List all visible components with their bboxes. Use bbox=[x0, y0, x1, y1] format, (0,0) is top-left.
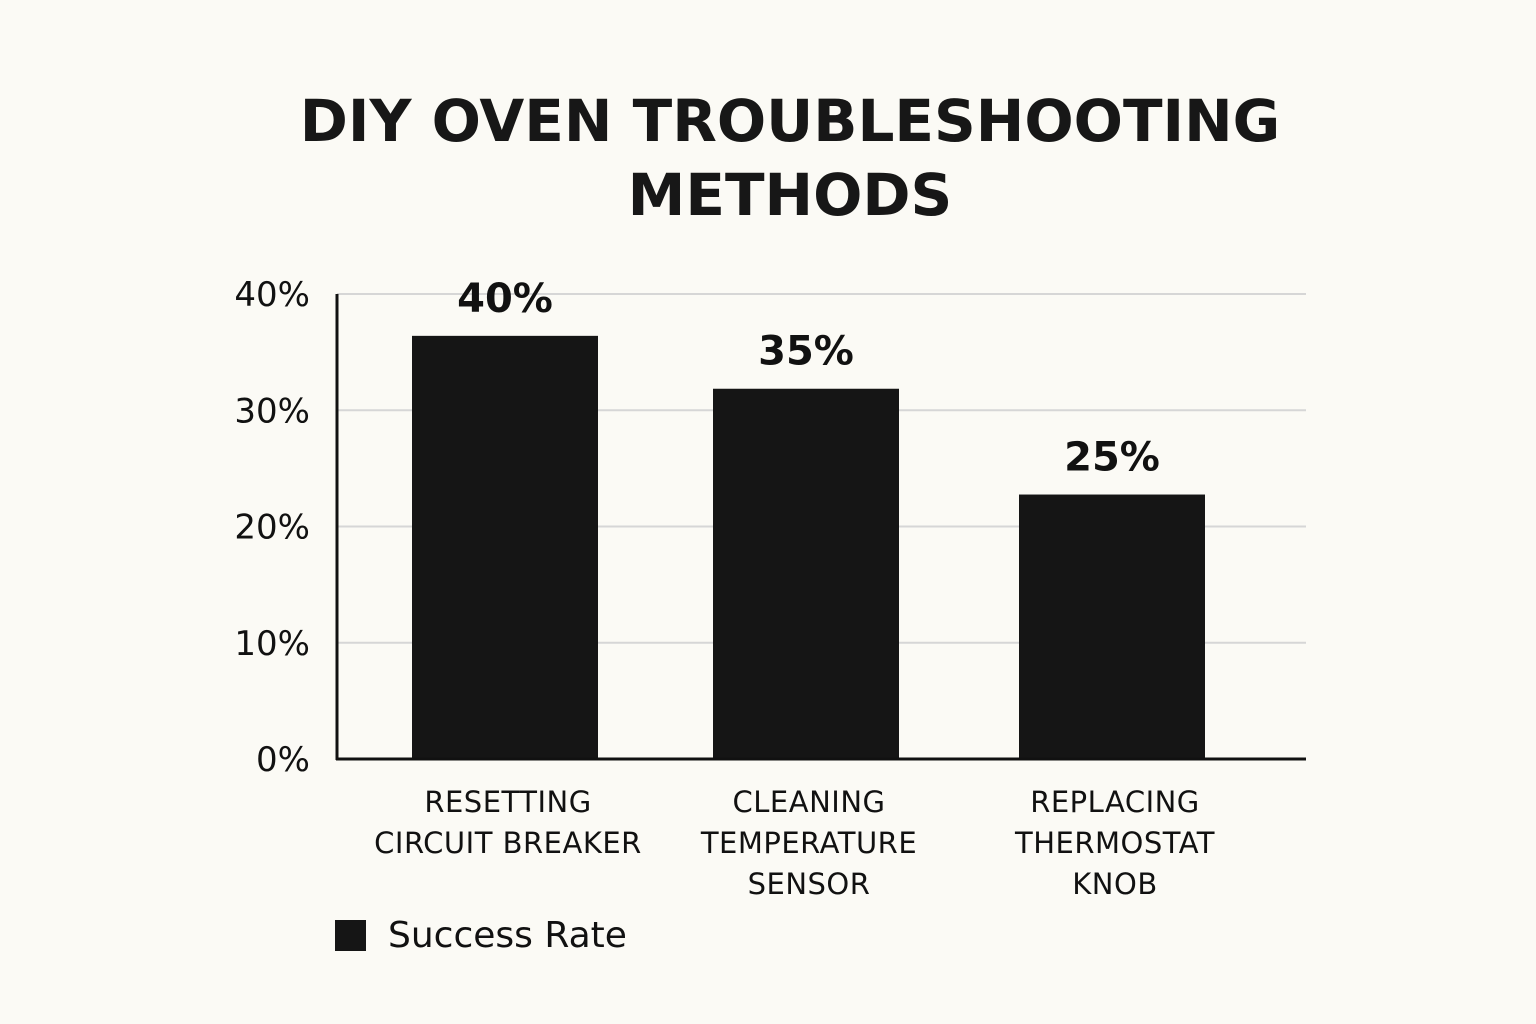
legend-swatch bbox=[335, 920, 366, 951]
category-label-line: SENSOR bbox=[748, 867, 871, 901]
y-tick-label: 0% bbox=[256, 740, 310, 780]
bar-data-labels: 40% 35% 25% bbox=[457, 276, 1160, 481]
category-label-line: THERMOSTAT bbox=[1014, 826, 1215, 860]
category-label-line: CIRCUIT BREAKER bbox=[374, 826, 642, 860]
legend: Success Rate bbox=[335, 915, 627, 956]
chart-title: DIY OVEN TROUBLESHOOTING METHODS bbox=[300, 87, 1281, 229]
category-label: REPLACING THERMOSTAT KNOB bbox=[1014, 785, 1215, 901]
chart-title-line: METHODS bbox=[628, 161, 953, 229]
y-tick-label: 30% bbox=[234, 391, 310, 431]
y-tick-label: 40% bbox=[234, 275, 310, 315]
category-label-line: RESETTING bbox=[424, 785, 591, 819]
bar-value-label: 35% bbox=[758, 329, 854, 375]
y-axis-tick-labels: 0% 10% 20% 30% 40% bbox=[234, 275, 310, 780]
bar-value-label: 40% bbox=[457, 276, 553, 322]
bar bbox=[412, 335, 598, 759]
bar-value-label: 25% bbox=[1064, 435, 1160, 481]
chart-title-line: DIY OVEN TROUBLESHOOTING bbox=[300, 87, 1281, 155]
category-label: CLEANING TEMPERATURE SENSOR bbox=[700, 785, 917, 901]
category-label-line: CLEANING bbox=[733, 785, 886, 819]
axes bbox=[335, 294, 1306, 761]
bar bbox=[1019, 494, 1205, 759]
bars bbox=[412, 335, 1205, 759]
category-label: RESETTING CIRCUIT BREAKER bbox=[374, 785, 642, 860]
bar bbox=[713, 388, 899, 759]
legend-label: Success Rate bbox=[388, 915, 627, 956]
y-tick-label: 20% bbox=[234, 508, 310, 548]
category-label-line: REPLACING bbox=[1030, 785, 1200, 819]
category-label-line: TEMPERATURE bbox=[700, 826, 917, 860]
x-axis-category-labels: RESETTING CIRCUIT BREAKER CLEANING TEMPERAT… bbox=[374, 785, 1215, 901]
category-label-line: KNOB bbox=[1072, 867, 1157, 901]
y-tick-label: 10% bbox=[234, 624, 310, 664]
